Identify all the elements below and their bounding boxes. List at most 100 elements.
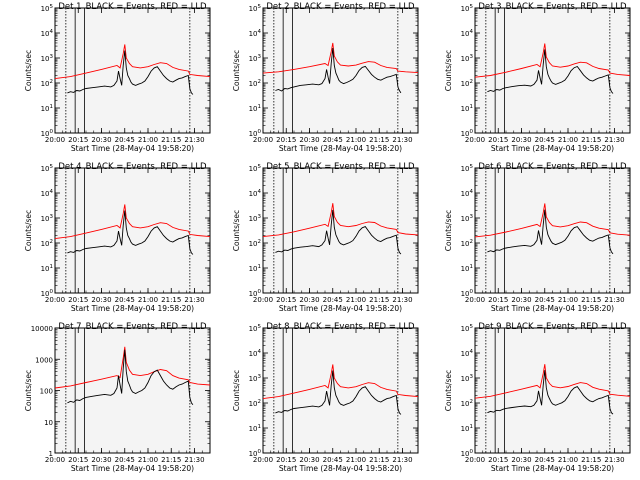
x-tick-label: 21:00 xyxy=(138,136,158,144)
y-tick-label: 100 xyxy=(41,289,54,298)
x-tick-label: 21:30 xyxy=(184,136,204,144)
y-tick-label: 105 xyxy=(461,324,474,333)
panel-title-det: Det 5 xyxy=(266,162,289,172)
plot-area xyxy=(474,167,631,294)
y-axis-label: Counts/sec xyxy=(444,210,453,251)
series-lld-line xyxy=(262,42,419,74)
plot-area xyxy=(262,167,419,294)
y-tick-label: 100 xyxy=(461,449,474,458)
series-lld-line xyxy=(54,44,211,80)
y-tick-label: 101 xyxy=(461,424,473,433)
y-tick-label: 10 xyxy=(44,419,53,427)
x-tick-label: 21:00 xyxy=(138,456,158,464)
series-lld-line xyxy=(54,346,211,389)
y-tick-label: 105 xyxy=(41,4,54,13)
x-tick-label: 21:15 xyxy=(369,136,389,144)
series-events-line xyxy=(275,370,402,415)
y-axis-label: Counts/sec xyxy=(24,50,33,91)
x-tick-label: 21:15 xyxy=(581,136,601,144)
x-tick-label: 20:45 xyxy=(323,296,343,304)
x-tick-label: 21:30 xyxy=(604,456,624,464)
y-tick-label: 101 xyxy=(41,264,53,273)
y-tick-label: 105 xyxy=(461,164,474,173)
x-tick-label: 21:15 xyxy=(581,296,601,304)
x-tick-label: 20:00 xyxy=(465,296,485,304)
x-tick-label: 21:00 xyxy=(558,456,578,464)
series-lld-line xyxy=(474,364,631,399)
panel-title: Det 8 BLACK = Events, RED = LLD xyxy=(266,322,415,332)
panel-title-suffix: BLACK = Events, RED = LLD xyxy=(294,322,415,332)
series-events-line xyxy=(275,48,402,94)
y-tick-label: 104 xyxy=(461,349,474,358)
y-axis-label: Counts/sec xyxy=(24,370,33,411)
x-axis-label: Start Time (28-May-04 19:58:20) xyxy=(491,304,614,313)
x-tick-label: 20:00 xyxy=(465,136,485,144)
x-tick-label: 20:45 xyxy=(535,296,555,304)
series-events-line xyxy=(487,209,614,255)
series-events-line xyxy=(67,210,194,255)
x-tick-label: 21:15 xyxy=(369,456,389,464)
y-axis-label: Counts/sec xyxy=(232,50,241,91)
panel-title: Det 9 BLACK = Events, RED = LLD xyxy=(478,322,627,332)
x-tick-label: 21:15 xyxy=(369,296,389,304)
x-tick-label: 21:15 xyxy=(161,136,181,144)
x-axis-label: Start Time (28-May-04 19:58:20) xyxy=(491,464,614,473)
x-tick-label: 20:30 xyxy=(299,136,319,144)
panel-title: Det 6 BLACK = Events, RED = LLD xyxy=(478,162,627,172)
panel-3: Det 3 BLACK = Events, RED = LLD 100 101 102 1… xyxy=(444,2,631,153)
y-tick-label: 105 xyxy=(249,164,262,173)
panel-title-suffix: BLACK = Events, RED = LLD xyxy=(86,162,207,172)
panel-title: Det 4 BLACK = Events, RED = LLD xyxy=(58,162,207,172)
y-tick-label: 100 xyxy=(461,289,474,298)
series-lld-line xyxy=(262,364,419,400)
y-tick-label: 105 xyxy=(249,4,262,13)
y-tick-label: 102 xyxy=(249,399,261,408)
x-axis-label: Start Time (28-May-04 19:58:20) xyxy=(279,464,402,473)
panel-title-suffix: BLACK = Events, RED = LLD xyxy=(506,322,627,332)
x-tick-label: 20:45 xyxy=(535,456,555,464)
y-tick-label: 102 xyxy=(461,79,473,88)
x-tick-label: 21:15 xyxy=(161,456,181,464)
panel-title-det: Det 1 xyxy=(58,2,81,12)
y-tick-label: 1 xyxy=(49,450,53,458)
panel-title-det: Det 2 xyxy=(266,2,289,12)
y-tick-label: 103 xyxy=(461,374,474,383)
panel-title-suffix: BLACK = Events, RED = LLD xyxy=(86,2,207,12)
x-tick-label: 21:00 xyxy=(138,296,158,304)
x-tick-label: 20:15 xyxy=(68,136,88,144)
y-tick-label: 101 xyxy=(461,264,473,273)
x-tick-label: 20:30 xyxy=(91,456,111,464)
y-tick-label: 104 xyxy=(41,189,54,198)
plot-area xyxy=(54,327,211,454)
panel-title-suffix: BLACK = Events, RED = LLD xyxy=(294,2,415,12)
panel-2: Det 2 BLACK = Events, RED = LLD 100 101 102 1… xyxy=(232,2,419,153)
panel-8: Det 8 BLACK = Events, RED = LLD 100 101 102 1… xyxy=(232,322,419,473)
x-tick-label: 21:00 xyxy=(346,296,366,304)
x-tick-label: 21:30 xyxy=(184,456,204,464)
y-tick-label: 100 xyxy=(249,289,262,298)
x-tick-label: 20:45 xyxy=(115,136,135,144)
y-tick-label: 103 xyxy=(249,374,262,383)
x-axis-label: Start Time (28-May-04 19:58:20) xyxy=(279,144,402,153)
panel-title-suffix: BLACK = Events, RED = LLD xyxy=(294,162,415,172)
y-tick-label: 105 xyxy=(41,164,54,173)
y-tick-label: 100 xyxy=(40,388,53,396)
panel-title: Det 5 BLACK = Events, RED = LLD xyxy=(266,162,415,172)
x-tick-label: 21:15 xyxy=(161,296,181,304)
y-axis-label: Counts/sec xyxy=(24,210,33,251)
panel-title-det: Det 4 xyxy=(58,162,81,172)
x-tick-label: 20:00 xyxy=(45,296,65,304)
x-tick-label: 20:00 xyxy=(45,136,65,144)
y-axis-label: Counts/sec xyxy=(232,370,241,411)
panel-5: Det 5 BLACK = Events, RED = LLD 100 101 102 1… xyxy=(232,162,419,313)
y-tick-label: 101 xyxy=(249,424,261,433)
x-tick-label: 21:30 xyxy=(604,136,624,144)
series-lld-line xyxy=(262,203,419,238)
panel-title-suffix: BLACK = Events, RED = LLD xyxy=(86,322,207,332)
panel-1: Det 1 BLACK = Events, RED = LLD 100 101 102 1… xyxy=(24,2,211,153)
x-tick-label: 20:30 xyxy=(511,456,531,464)
series-events-line xyxy=(67,349,194,405)
x-tick-label: 20:30 xyxy=(91,296,111,304)
x-tick-label: 20:00 xyxy=(465,456,485,464)
